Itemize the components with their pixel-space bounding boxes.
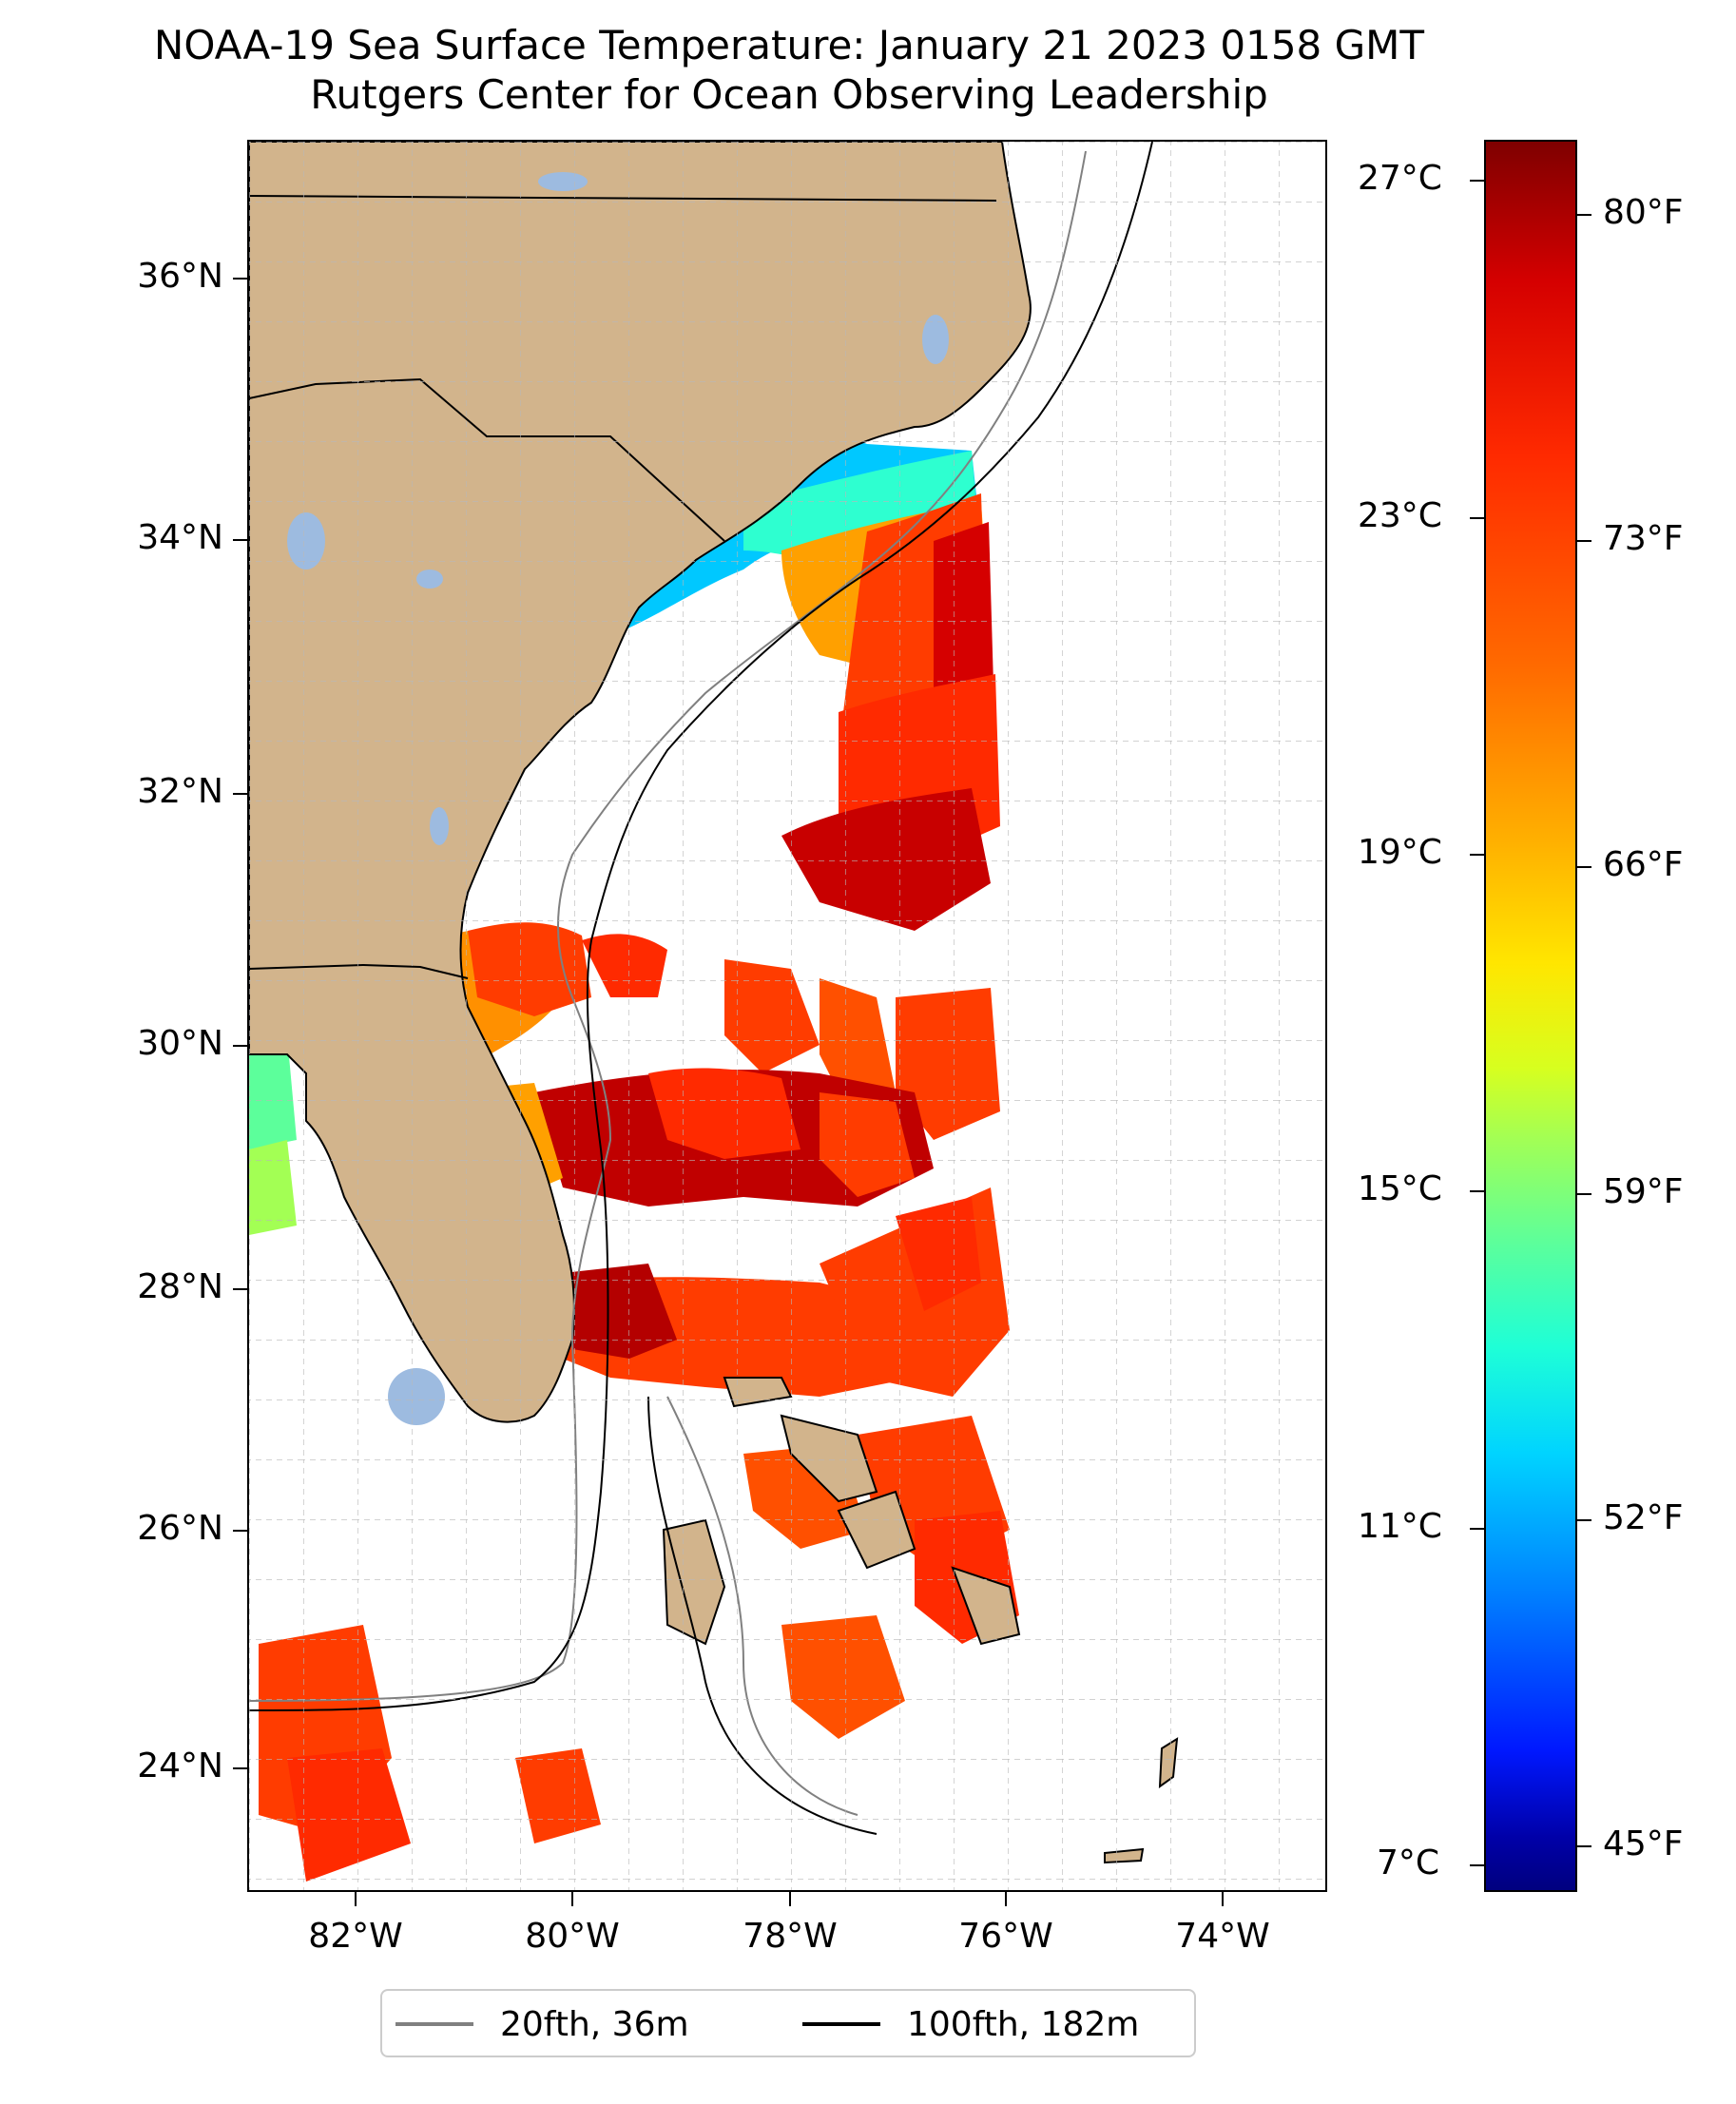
lat-label-26: 26°N xyxy=(137,1509,223,1548)
lon-label-82: 82°W xyxy=(308,1917,403,1956)
cb-tick xyxy=(1577,214,1591,216)
lat-tick xyxy=(233,1530,247,1532)
lat-tick xyxy=(233,278,247,280)
cb-fahrenheit-66: 66°F xyxy=(1603,845,1684,884)
lat-label-34: 34°N xyxy=(137,518,223,557)
lat-tick xyxy=(233,1767,247,1769)
legend-item-100fth: 100fth, 182m xyxy=(802,2002,1139,2046)
lat-tick xyxy=(233,539,247,541)
chart-title: NOAA-19 Sea Surface Temperature: January… xyxy=(0,21,1578,120)
cb-celsius-23: 23°C xyxy=(1358,496,1442,535)
lon-label-76: 76°W xyxy=(958,1917,1053,1956)
cb-celsius-19: 19°C xyxy=(1358,833,1442,872)
map-gridlines xyxy=(249,142,1325,1890)
legend-swatch-20fth xyxy=(395,2022,473,2026)
lat-tick xyxy=(233,1045,247,1047)
cb-celsius-11: 11°C xyxy=(1358,1507,1442,1546)
cb-tick xyxy=(1577,866,1591,868)
lat-label-36: 36°N xyxy=(137,257,223,296)
cb-fahrenheit-52: 52°F xyxy=(1603,1498,1684,1537)
lon-tick xyxy=(1005,1892,1007,1906)
lon-label-74: 74°W xyxy=(1175,1917,1270,1956)
lat-tick xyxy=(233,793,247,795)
title-line-2: Rutgers Center for Ocean Observing Leade… xyxy=(310,71,1268,118)
legend-item-20fth: 20fth, 36m xyxy=(395,2002,689,2046)
cb-tick xyxy=(1470,854,1484,856)
sst-map[interactable] xyxy=(247,140,1327,1892)
lon-label-80: 80°W xyxy=(525,1917,620,1956)
title-line-1: NOAA-19 Sea Surface Temperature: January… xyxy=(153,22,1425,68)
cb-tick xyxy=(1470,180,1484,182)
cb-celsius-7: 7°C xyxy=(1377,1843,1440,1882)
legend: 20fth, 36m 100fth, 182m xyxy=(380,1989,1196,2057)
cb-celsius-15: 15°C xyxy=(1358,1169,1442,1208)
legend-swatch-100fth xyxy=(802,2022,880,2026)
lon-tick xyxy=(789,1892,791,1906)
lat-tick xyxy=(233,1288,247,1290)
sst-map-canvas xyxy=(249,142,1325,1890)
cb-tick xyxy=(1577,1519,1591,1521)
lat-label-30: 30°N xyxy=(137,1024,223,1063)
colorbar xyxy=(1484,140,1577,1892)
lat-label-32: 32°N xyxy=(137,772,223,811)
cb-tick xyxy=(1470,1190,1484,1192)
cb-fahrenheit-73: 73°F xyxy=(1603,519,1684,558)
cb-tick xyxy=(1470,1528,1484,1530)
cb-tick xyxy=(1577,1193,1591,1195)
lon-tick xyxy=(1222,1892,1224,1906)
legend-label-100fth: 100fth, 182m xyxy=(907,2004,1140,2044)
cb-tick xyxy=(1577,540,1591,542)
cb-celsius-27: 27°C xyxy=(1358,159,1442,198)
legend-label-20fth: 20fth, 36m xyxy=(500,2004,689,2044)
lon-tick xyxy=(571,1892,573,1906)
cb-tick xyxy=(1470,1864,1484,1866)
lon-label-78: 78°W xyxy=(743,1917,838,1956)
cb-tick xyxy=(1470,517,1484,519)
cb-fahrenheit-80: 80°F xyxy=(1603,193,1684,232)
lat-label-28: 28°N xyxy=(137,1267,223,1306)
cb-fahrenheit-45: 45°F xyxy=(1603,1824,1684,1863)
cb-fahrenheit-59: 59°F xyxy=(1603,1172,1684,1211)
lat-label-24: 24°N xyxy=(137,1747,223,1786)
cb-tick xyxy=(1577,1845,1591,1847)
lon-tick xyxy=(355,1892,357,1906)
